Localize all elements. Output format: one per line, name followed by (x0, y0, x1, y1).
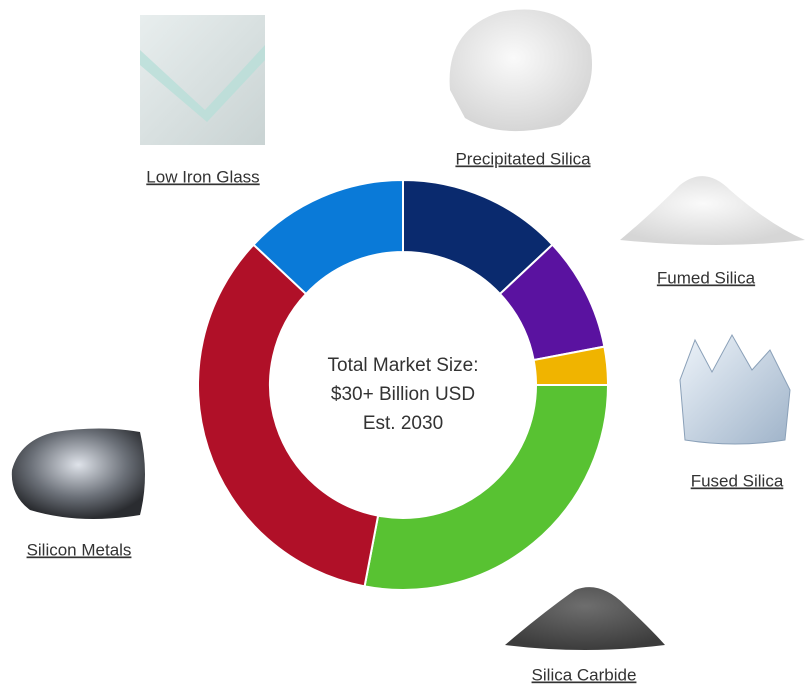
center-line: Total Market Size: (328, 355, 479, 376)
center-line: $30+ Billion USD (331, 384, 475, 405)
category-label[interactable]: Silica Carbide (532, 665, 637, 684)
donut-segment (252, 178, 404, 296)
center-text: Total Market Size: $30+ Billion USD Est. 2… (328, 355, 479, 434)
image-precipitated-silica (449, 9, 592, 132)
category-label[interactable]: Low Iron Glass (146, 167, 259, 186)
donut (197, 178, 610, 591)
category-label[interactable]: Fumed Silica (657, 268, 756, 287)
category-label[interactable]: Precipitated Silica (455, 149, 591, 168)
category-label[interactable]: Silicon Metals (27, 540, 132, 559)
donut-segment (197, 243, 380, 588)
image-fused-silica (679, 333, 791, 445)
image-fumed-silica (620, 176, 805, 245)
image-low-iron-glass (140, 15, 265, 145)
labels: Precipitated Silica Fumed Silica Fused Sil… (27, 149, 784, 684)
center-line: Est. 2030 (363, 413, 443, 434)
category-label[interactable]: Fused Silica (691, 471, 784, 490)
donut-segment (363, 384, 610, 591)
image-silica-carbide (505, 587, 665, 650)
image-silicon-metals (11, 428, 146, 519)
